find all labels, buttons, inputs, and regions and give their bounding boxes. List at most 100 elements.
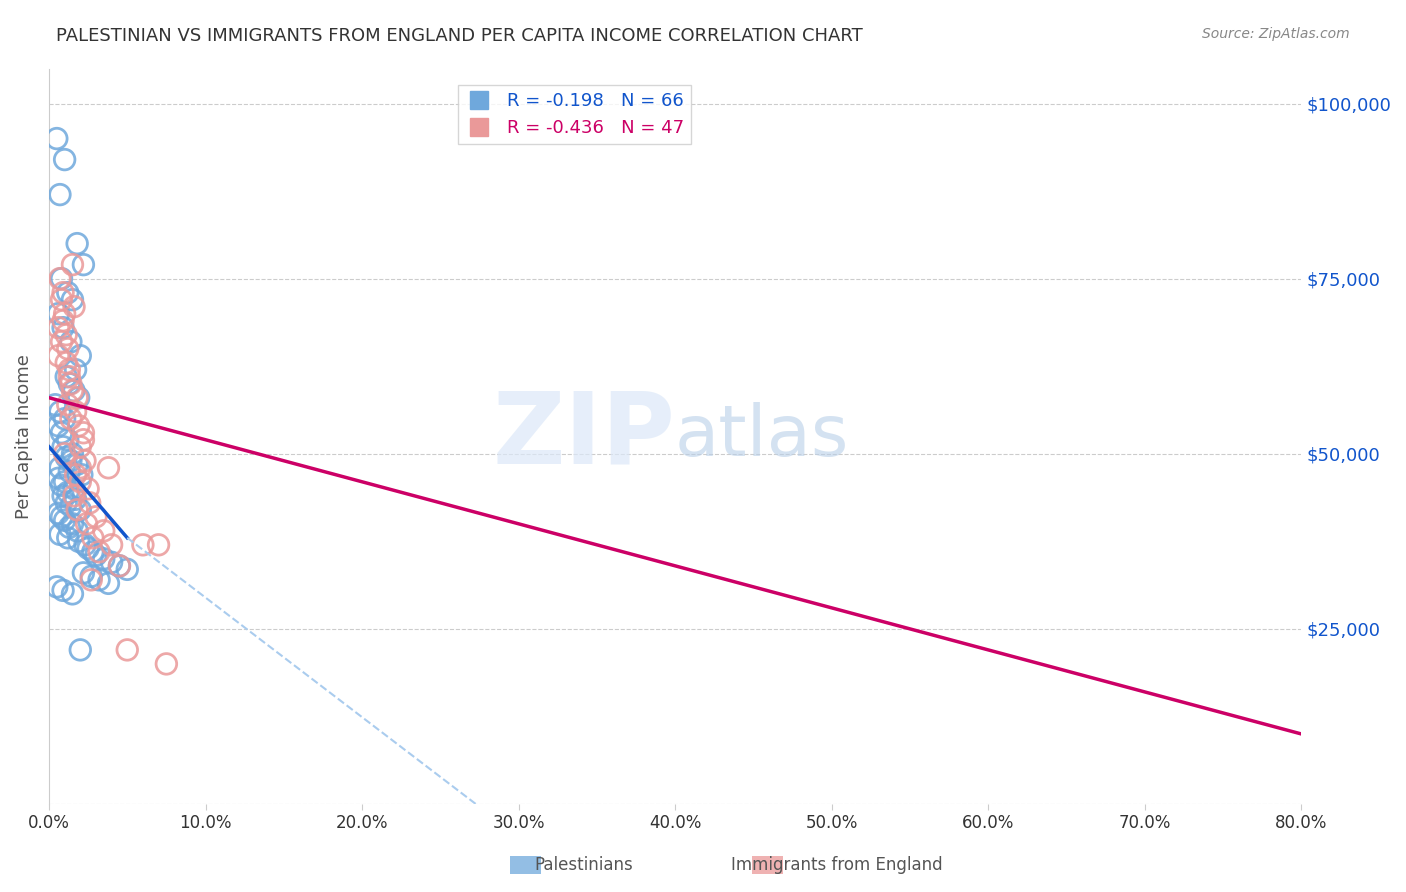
Point: [53, 513, 76, 527]
Point: [65, 492, 87, 507]
Point: [48, 349, 70, 363]
Point: [56, 531, 79, 545]
Point: [48, 320, 70, 334]
Point: [72, 425, 94, 440]
Point: [79, 496, 101, 510]
Point: [65, 362, 87, 376]
Point: [108, 558, 131, 573]
Point: [63, 482, 86, 496]
Point: [93, 524, 115, 538]
Point: [58, 369, 80, 384]
Point: [62, 384, 84, 398]
Point: [97, 460, 120, 475]
Point: [63, 384, 86, 398]
Point: [93, 551, 115, 566]
Point: [67, 418, 90, 433]
Point: [87, 545, 110, 559]
Point: [108, 558, 131, 573]
Point: [66, 503, 89, 517]
Point: [65, 405, 87, 419]
Point: [59, 500, 82, 514]
Point: [80, 573, 103, 587]
Point: [62, 516, 84, 531]
Point: [84, 549, 107, 563]
Point: [49, 460, 72, 475]
Point: [48, 471, 70, 485]
Point: [59, 376, 82, 391]
Point: [51, 334, 73, 349]
Point: [49, 271, 72, 285]
Text: Source: ZipAtlas.com: Source: ZipAtlas.com: [1202, 27, 1350, 41]
Point: [87, 573, 110, 587]
Point: [66, 391, 89, 405]
Point: [51, 293, 73, 307]
Point: [72, 566, 94, 580]
Point: [56, 398, 79, 412]
Point: [51, 425, 73, 440]
Point: [59, 334, 82, 349]
Point: [52, 583, 75, 598]
Point: [77, 482, 100, 496]
Point: [62, 587, 84, 601]
Point: [51, 271, 73, 285]
Point: [52, 285, 75, 300]
Y-axis label: Per Capita Income: Per Capita Income: [15, 354, 32, 518]
Point: [48, 418, 70, 433]
Point: [66, 457, 89, 471]
Point: [56, 342, 79, 356]
Text: Immigrants from England: Immigrants from England: [731, 855, 942, 873]
Legend: R = -0.198   N = 66, R = -0.436   N = 47: R = -0.198 N = 66, R = -0.436 N = 47: [458, 85, 692, 145]
Point: [55, 327, 77, 342]
Point: [69, 475, 91, 489]
Point: [59, 411, 82, 425]
Point: [67, 534, 90, 549]
Point: [70, 467, 93, 482]
Point: [66, 236, 89, 251]
Point: [62, 258, 84, 272]
Point: [69, 503, 91, 517]
Point: [73, 454, 96, 468]
Point: [155, 657, 177, 671]
Point: [69, 460, 91, 475]
Point: [76, 516, 98, 531]
Point: [48, 506, 70, 520]
Point: [100, 538, 122, 552]
Point: [67, 391, 90, 405]
Point: [55, 356, 77, 370]
Text: Palestinians: Palestinians: [534, 855, 633, 873]
Point: [45, 131, 67, 145]
Point: [58, 520, 80, 534]
Point: [59, 454, 82, 468]
Point: [65, 467, 87, 482]
Point: [49, 405, 72, 419]
Point: [53, 447, 76, 461]
Point: [53, 153, 76, 167]
Point: [52, 314, 75, 328]
Point: [55, 369, 77, 384]
Point: [73, 538, 96, 552]
Point: [69, 440, 91, 454]
Point: [52, 489, 75, 503]
Point: [56, 285, 79, 300]
Text: atlas: atlas: [675, 401, 849, 471]
Point: [82, 545, 104, 559]
Point: [72, 258, 94, 272]
Point: [53, 411, 76, 425]
Point: [56, 433, 79, 447]
Point: [77, 541, 100, 556]
Point: [58, 464, 80, 478]
Point: [52, 320, 75, 334]
Point: [132, 538, 155, 552]
Text: ZIP: ZIP: [492, 388, 675, 484]
Point: [148, 538, 170, 552]
Point: [58, 362, 80, 376]
Point: [45, 580, 67, 594]
Point: [63, 489, 86, 503]
Point: [58, 376, 80, 391]
Point: [49, 527, 72, 541]
Point: [82, 531, 104, 545]
Point: [80, 569, 103, 583]
Point: [56, 485, 79, 500]
Point: [72, 433, 94, 447]
Point: [97, 576, 120, 591]
